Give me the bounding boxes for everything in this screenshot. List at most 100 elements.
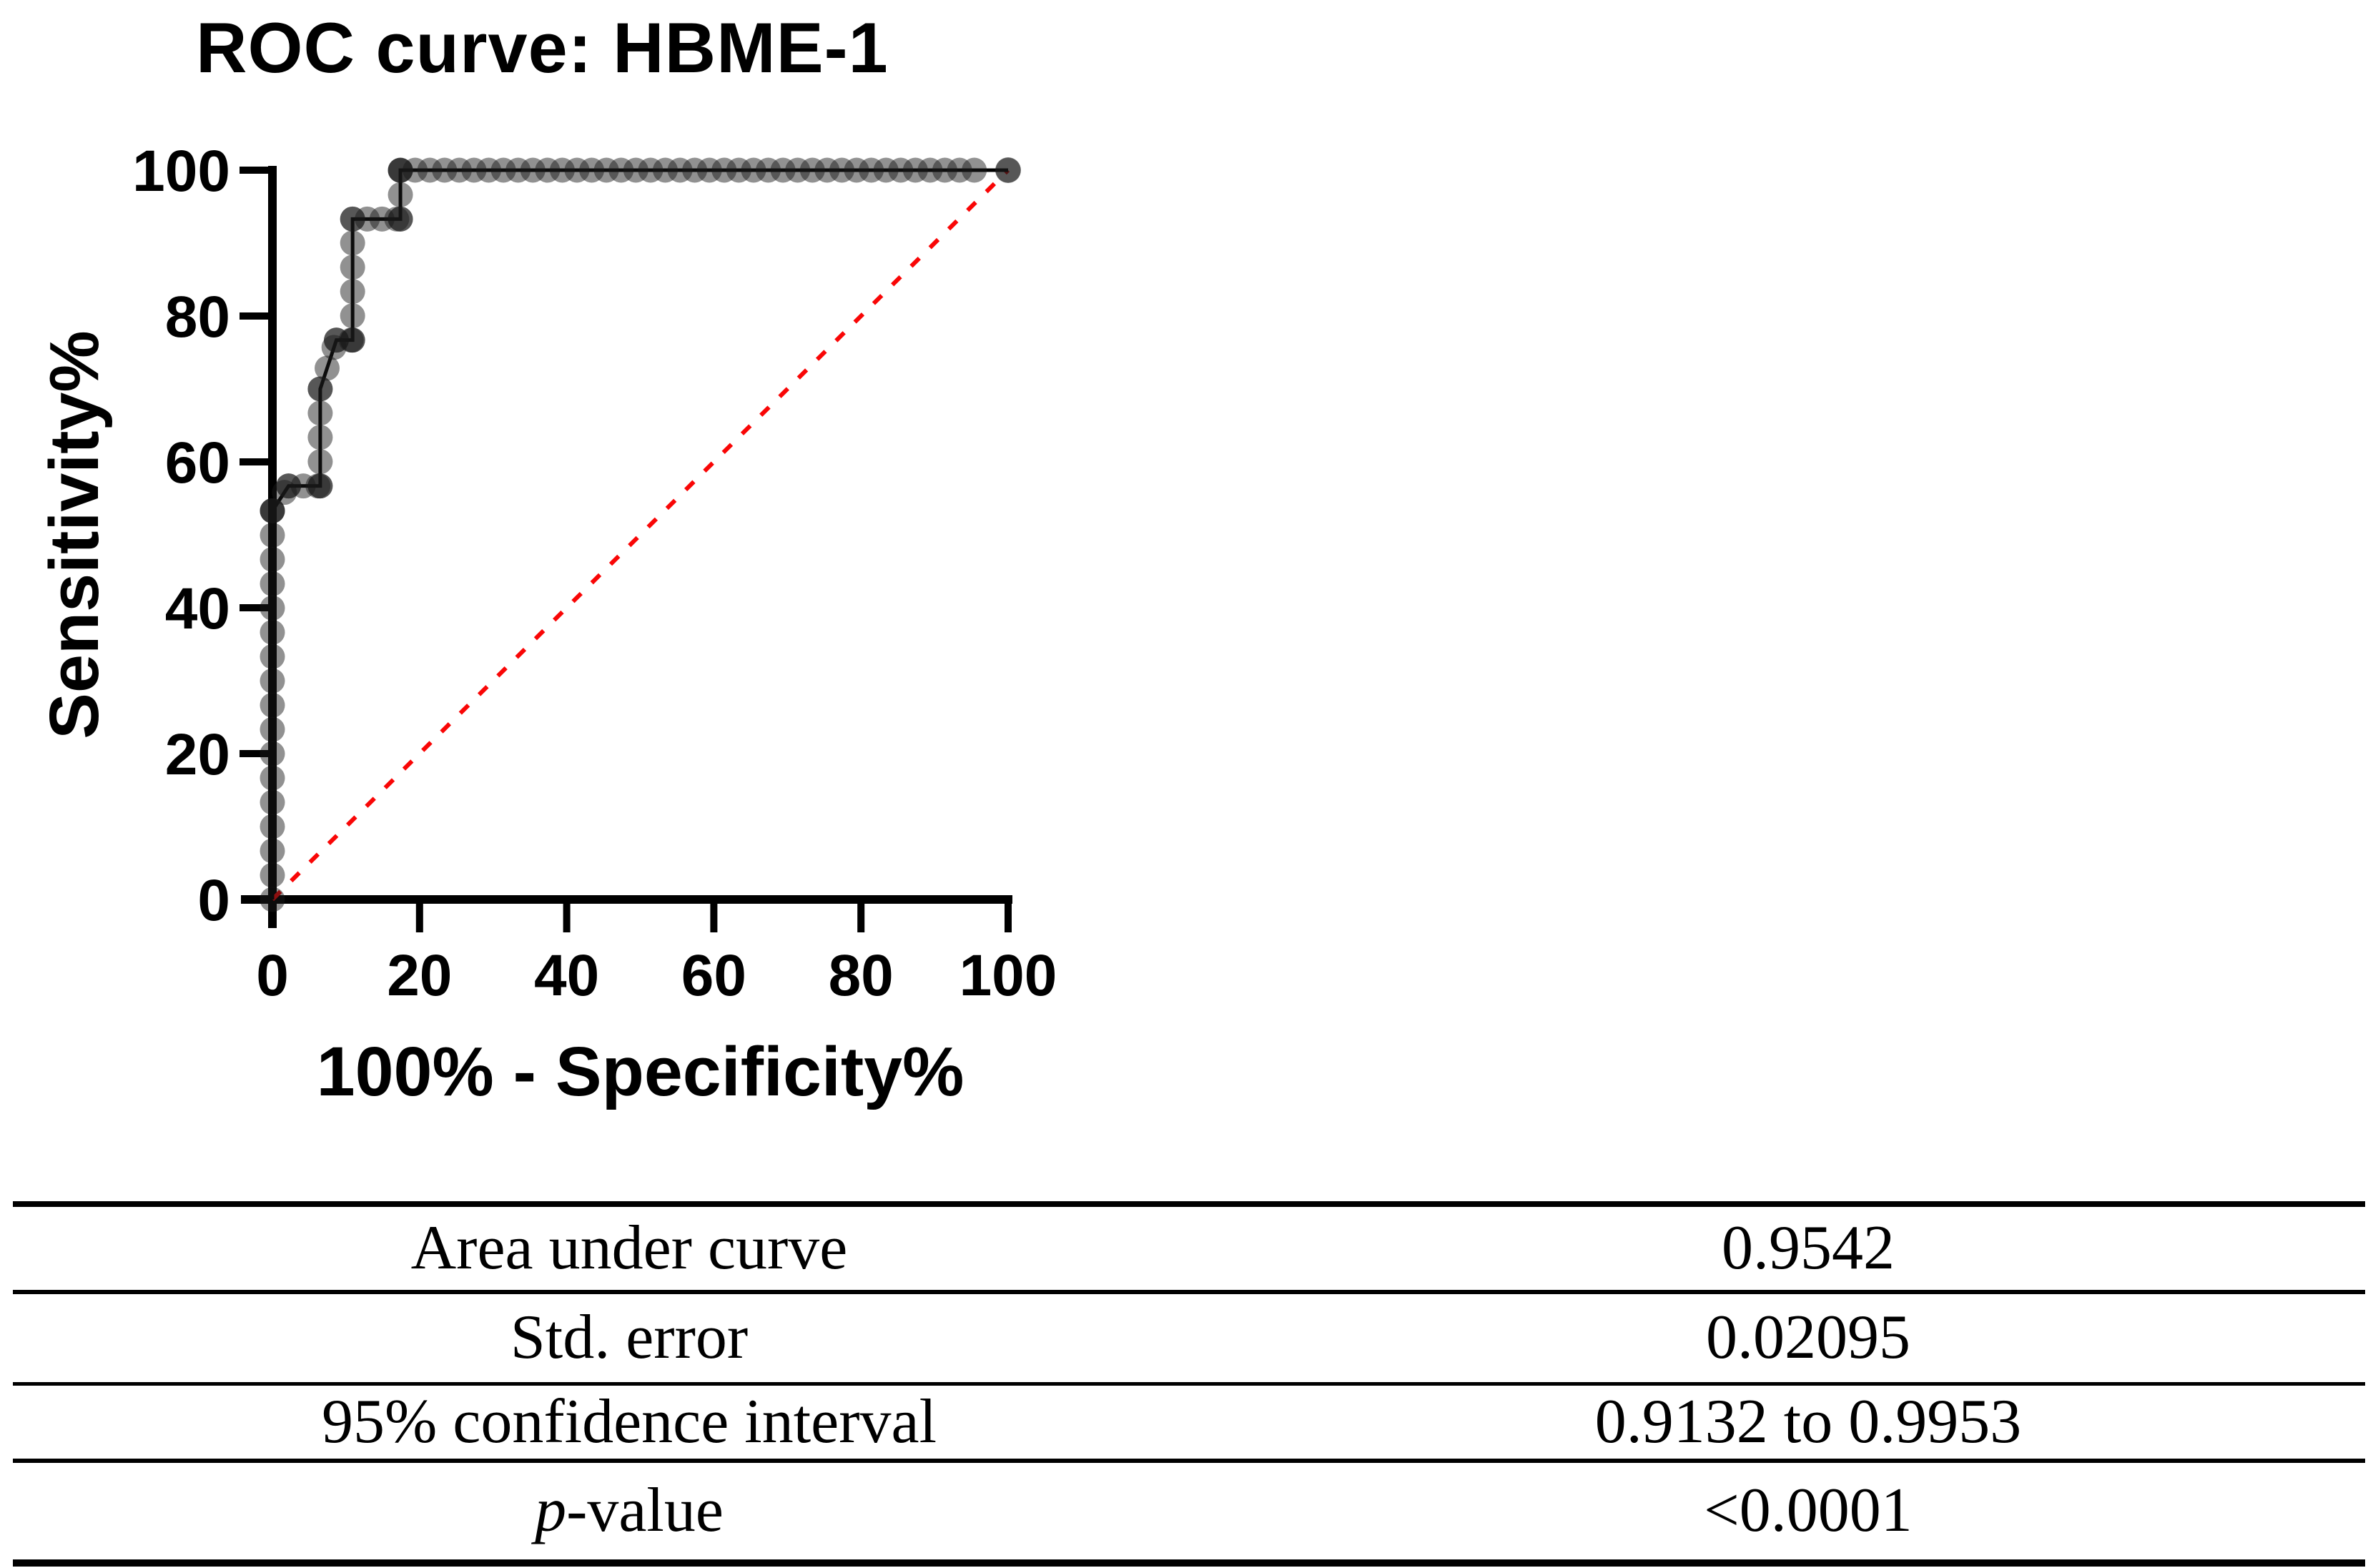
roc-marker bbox=[711, 157, 737, 183]
roc-marker bbox=[260, 668, 285, 694]
roc-curve-line bbox=[270, 168, 1008, 899]
x-tick bbox=[710, 904, 718, 932]
roc-marker bbox=[579, 157, 605, 183]
roc-marker bbox=[785, 157, 811, 183]
roc-marker bbox=[307, 425, 333, 450]
roc-marker bbox=[505, 157, 531, 183]
roc-marker bbox=[315, 355, 340, 381]
roc-marker bbox=[388, 157, 413, 183]
roc-marker bbox=[260, 595, 285, 621]
y-tick-label: 20 bbox=[165, 722, 230, 787]
roc-marker bbox=[947, 157, 972, 183]
roc-marker bbox=[340, 279, 365, 305]
roc-marker bbox=[520, 157, 546, 183]
roc-marker bbox=[667, 157, 693, 183]
roc-marker bbox=[260, 765, 285, 791]
roc-marker bbox=[324, 327, 350, 353]
roc-marker bbox=[608, 157, 634, 183]
y-tick bbox=[240, 167, 268, 174]
roc-marker bbox=[276, 473, 302, 499]
roc-marker bbox=[340, 303, 365, 329]
roc-marker bbox=[770, 157, 796, 183]
roc-marker bbox=[260, 644, 285, 669]
roc-marker bbox=[388, 157, 413, 183]
roc-marker bbox=[726, 157, 751, 183]
roc-marker bbox=[305, 473, 331, 499]
roc-marker bbox=[490, 157, 516, 183]
roc-marker bbox=[355, 206, 380, 232]
roc-marker bbox=[340, 255, 365, 280]
roc-marker bbox=[995, 157, 1021, 183]
x-tick bbox=[415, 904, 423, 932]
roc-marker bbox=[384, 206, 410, 232]
roc-marker bbox=[446, 157, 472, 183]
chart-title: ROC curve: HBME-1 bbox=[196, 8, 889, 87]
roc-marker bbox=[260, 887, 285, 912]
roc-marker bbox=[290, 473, 316, 499]
roc-marker bbox=[902, 157, 928, 183]
roc-marker bbox=[593, 157, 619, 183]
x-tick-label: 80 bbox=[829, 943, 894, 1008]
roc-marker bbox=[276, 473, 302, 499]
roc-marker bbox=[307, 376, 333, 402]
roc-marker bbox=[307, 473, 333, 499]
roc-marker bbox=[340, 206, 365, 232]
roc-marker bbox=[324, 327, 350, 353]
roc-marker bbox=[260, 546, 285, 572]
x-tick-label: 20 bbox=[387, 943, 452, 1008]
x-tick bbox=[563, 904, 571, 932]
roc-marker bbox=[369, 206, 395, 232]
roc-marker bbox=[307, 449, 333, 475]
roc-marker bbox=[638, 157, 663, 183]
roc-marker bbox=[932, 157, 958, 183]
x-tick-label: 60 bbox=[681, 943, 746, 1008]
roc-marker bbox=[272, 480, 297, 506]
x-tick bbox=[1005, 904, 1012, 932]
roc-marker bbox=[388, 157, 413, 183]
roc-marker bbox=[260, 814, 285, 839]
roc-marker bbox=[338, 327, 364, 353]
identity-line bbox=[270, 168, 1010, 902]
roc-marker bbox=[682, 157, 708, 183]
y-axis-title: Sensitivity% bbox=[35, 330, 113, 739]
roc-marker bbox=[756, 157, 781, 183]
roc-marker bbox=[260, 619, 285, 645]
roc-marker bbox=[741, 157, 766, 183]
roc-marker bbox=[432, 157, 458, 183]
roc-marker bbox=[340, 206, 365, 232]
y-tick-label: 0 bbox=[197, 868, 230, 933]
y-tick bbox=[240, 750, 268, 757]
roc-marker bbox=[623, 157, 648, 183]
y-tick-label: 40 bbox=[165, 576, 230, 641]
roc-marker bbox=[260, 498, 285, 523]
y-tick bbox=[240, 312, 268, 320]
roc-marker bbox=[859, 157, 884, 183]
x-tick-label: 100 bbox=[959, 943, 1057, 1008]
roc-marker bbox=[962, 157, 987, 183]
roc-marker bbox=[564, 157, 590, 183]
roc-marker bbox=[476, 157, 502, 183]
roc-marker bbox=[307, 400, 333, 426]
roc-marker bbox=[260, 571, 285, 596]
roc-final-marker bbox=[995, 157, 1021, 183]
roc-marker bbox=[307, 376, 333, 402]
roc-marker bbox=[321, 335, 347, 360]
roc-marker bbox=[829, 157, 854, 183]
roc-marker bbox=[260, 716, 285, 742]
roc-marker bbox=[461, 157, 487, 183]
roc-marker bbox=[417, 157, 443, 183]
roc-marker bbox=[260, 862, 285, 888]
roc-marker bbox=[388, 206, 413, 232]
roc-marker bbox=[917, 157, 943, 183]
x-axis-title: 100% - Specificity% bbox=[317, 1032, 964, 1110]
x-tick-label: 40 bbox=[534, 943, 599, 1008]
roc-marker bbox=[260, 741, 285, 766]
roc-marker bbox=[388, 206, 413, 232]
roc-marker bbox=[307, 473, 333, 499]
y-tick-label: 80 bbox=[165, 285, 230, 350]
x-axis bbox=[241, 895, 1012, 904]
x-tick-label: 0 bbox=[256, 943, 289, 1008]
roc-marker bbox=[340, 230, 365, 256]
